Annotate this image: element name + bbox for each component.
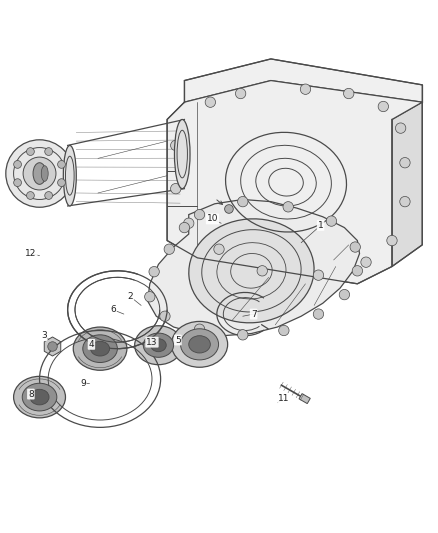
Ellipse shape bbox=[64, 146, 76, 206]
Text: 11: 11 bbox=[278, 394, 290, 403]
Polygon shape bbox=[167, 80, 422, 284]
Circle shape bbox=[214, 244, 224, 254]
Circle shape bbox=[343, 88, 354, 99]
Ellipse shape bbox=[189, 336, 210, 353]
Circle shape bbox=[6, 140, 73, 207]
Circle shape bbox=[58, 179, 65, 187]
Circle shape bbox=[237, 329, 248, 340]
Circle shape bbox=[27, 191, 34, 199]
Circle shape bbox=[387, 236, 397, 246]
Circle shape bbox=[350, 242, 360, 252]
Text: 7: 7 bbox=[251, 310, 257, 319]
Polygon shape bbox=[299, 393, 310, 403]
Text: 12: 12 bbox=[25, 249, 37, 258]
Circle shape bbox=[352, 265, 363, 276]
Text: 3: 3 bbox=[41, 331, 47, 340]
Circle shape bbox=[160, 311, 170, 321]
Circle shape bbox=[45, 148, 53, 156]
Ellipse shape bbox=[73, 327, 127, 370]
Ellipse shape bbox=[83, 335, 117, 362]
Text: 1: 1 bbox=[318, 221, 324, 230]
Text: 4: 4 bbox=[88, 340, 94, 349]
Circle shape bbox=[58, 160, 65, 168]
Text: 2: 2 bbox=[127, 292, 133, 301]
Circle shape bbox=[23, 157, 56, 190]
Text: 9: 9 bbox=[80, 379, 86, 388]
Circle shape bbox=[326, 216, 337, 227]
Text: 10: 10 bbox=[207, 214, 218, 223]
Ellipse shape bbox=[171, 321, 228, 367]
Circle shape bbox=[14, 160, 21, 168]
Circle shape bbox=[45, 191, 53, 199]
Ellipse shape bbox=[143, 333, 173, 357]
Circle shape bbox=[145, 292, 155, 302]
Circle shape bbox=[170, 183, 181, 194]
Circle shape bbox=[313, 309, 324, 319]
Polygon shape bbox=[44, 337, 61, 356]
Circle shape bbox=[27, 148, 34, 156]
Circle shape bbox=[179, 222, 190, 233]
Ellipse shape bbox=[91, 341, 110, 356]
Text: 8: 8 bbox=[28, 390, 34, 399]
Circle shape bbox=[313, 270, 324, 280]
Circle shape bbox=[14, 179, 21, 187]
Circle shape bbox=[48, 342, 57, 351]
Circle shape bbox=[237, 197, 248, 207]
Ellipse shape bbox=[33, 163, 46, 184]
Ellipse shape bbox=[30, 389, 49, 405]
Text: 5: 5 bbox=[175, 335, 181, 344]
Circle shape bbox=[205, 97, 215, 107]
Polygon shape bbox=[392, 102, 422, 266]
Circle shape bbox=[225, 205, 233, 213]
Circle shape bbox=[257, 265, 268, 276]
Circle shape bbox=[149, 266, 159, 277]
Circle shape bbox=[396, 123, 406, 133]
Circle shape bbox=[194, 209, 205, 220]
Ellipse shape bbox=[41, 166, 48, 181]
Circle shape bbox=[400, 197, 410, 207]
Circle shape bbox=[339, 289, 350, 300]
Ellipse shape bbox=[151, 338, 166, 352]
Polygon shape bbox=[148, 199, 360, 336]
Circle shape bbox=[378, 101, 389, 112]
Circle shape bbox=[283, 201, 293, 212]
Ellipse shape bbox=[189, 219, 314, 323]
Polygon shape bbox=[184, 59, 422, 102]
Ellipse shape bbox=[14, 376, 66, 418]
Circle shape bbox=[236, 88, 246, 99]
Circle shape bbox=[164, 244, 174, 254]
Circle shape bbox=[400, 158, 410, 168]
Ellipse shape bbox=[134, 326, 182, 365]
Circle shape bbox=[194, 324, 205, 334]
Circle shape bbox=[170, 140, 181, 151]
Text: 13: 13 bbox=[146, 338, 158, 346]
Circle shape bbox=[300, 84, 311, 94]
Circle shape bbox=[279, 325, 289, 336]
Ellipse shape bbox=[174, 119, 190, 189]
Circle shape bbox=[361, 257, 371, 268]
Ellipse shape bbox=[180, 329, 219, 360]
Text: 6: 6 bbox=[110, 305, 116, 314]
Circle shape bbox=[184, 218, 194, 229]
Ellipse shape bbox=[22, 383, 57, 411]
